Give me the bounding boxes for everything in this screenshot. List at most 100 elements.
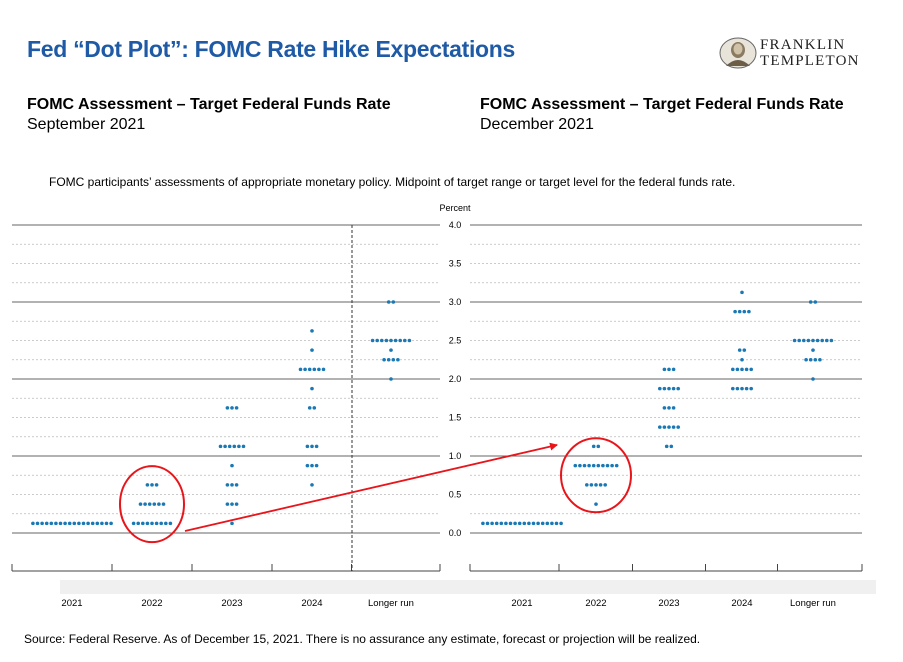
participant-dot: [67, 521, 72, 526]
participant-dot: [554, 521, 559, 526]
y-tick-label: 2.5: [449, 336, 462, 346]
participant-dot: [658, 386, 662, 391]
participant-dot: [731, 386, 735, 391]
participant-dot: [81, 521, 86, 526]
participant-dot: [792, 338, 797, 343]
franklin-templeton-logo: FRANKLIN TEMPLETON: [718, 36, 878, 70]
participant-dot: [230, 483, 234, 487]
participant-dot: [499, 521, 504, 526]
participant-dot: [591, 463, 596, 468]
participant-dot: [230, 502, 234, 506]
participant-dot: [147, 502, 152, 506]
participant-dot: [818, 357, 822, 362]
participant-dot: [168, 521, 173, 526]
participant-dot: [227, 444, 232, 449]
source-note: Source: Federal Reserve. As of December …: [24, 632, 701, 646]
participant-dot: [138, 502, 143, 506]
participant-dot: [731, 367, 735, 372]
portrait-icon: [719, 37, 757, 69]
y-tick-label: 0.0: [449, 528, 462, 538]
participant-dot: [234, 502, 239, 506]
participant-dot: [161, 502, 166, 506]
logo-line-1: FRANKLIN: [760, 37, 846, 53]
participant-dot: [150, 521, 154, 526]
participant-dot: [305, 463, 310, 468]
participant-dot: [136, 521, 140, 526]
participant-dot: [481, 521, 485, 526]
panel-heading-left: FOMC Assessment – Target Federal Funds R…: [27, 95, 391, 135]
participant-dot: [49, 521, 54, 526]
participant-dot: [384, 338, 389, 343]
participant-dot: [63, 521, 67, 526]
participant-dot: [811, 377, 815, 381]
participant-dot: [527, 521, 531, 526]
participant-dot: [594, 483, 598, 487]
panel-heading-right: FOMC Assessment – Target Federal Funds R…: [480, 95, 844, 135]
participant-dot: [737, 309, 742, 314]
y-tick-label: 0.5: [449, 490, 462, 500]
participant-dot: [802, 338, 806, 343]
participant-dot: [90, 521, 95, 526]
participant-dot: [35, 521, 40, 526]
y-axis-label: Percent: [439, 203, 471, 213]
participant-dot: [733, 309, 737, 314]
participant-dot: [72, 521, 77, 526]
participant-dot: [594, 502, 598, 506]
participant-dot: [598, 483, 603, 487]
participant-dot: [747, 309, 751, 314]
participant-dot: [522, 521, 527, 526]
participant-dot: [54, 521, 58, 526]
participant-dot: [386, 357, 391, 362]
x-tick-label: 2021: [511, 598, 532, 609]
participant-dot: [596, 463, 601, 468]
participant-dot: [225, 483, 230, 487]
panel-date: December 2021: [480, 116, 594, 133]
participant-dot: [531, 521, 536, 526]
participant-dot: [671, 406, 676, 410]
participant-dot: [232, 444, 237, 449]
participant-dot: [585, 483, 589, 487]
participant-dot: [307, 367, 312, 372]
participant-dot: [44, 521, 49, 526]
participant-dot: [223, 444, 227, 449]
participant-dot: [314, 444, 319, 449]
participant-dot: [314, 463, 319, 468]
participant-dot: [740, 357, 744, 362]
participant-dot: [813, 357, 818, 362]
participant-dot: [109, 521, 113, 526]
participant-dot: [664, 444, 669, 449]
participant-dot: [370, 338, 375, 343]
participant-dot: [154, 521, 159, 526]
highlight-circle-dec-2022: [560, 437, 632, 514]
participant-dot: [159, 521, 163, 526]
participant-dot: [667, 406, 671, 410]
participant-dot: [536, 521, 540, 526]
participant-dot: [386, 300, 391, 304]
participant-dot: [667, 386, 671, 391]
participant-dot: [234, 406, 239, 410]
y-tick-label: 1.0: [449, 451, 462, 461]
participant-dot: [662, 386, 667, 391]
participant-dot: [587, 463, 591, 468]
participant-dot: [820, 338, 824, 343]
participant-dot: [740, 290, 744, 295]
participant-dot: [540, 521, 545, 526]
participant-dot: [310, 444, 314, 449]
participant-dot: [485, 521, 490, 526]
participant-dot: [312, 406, 317, 410]
highlight-circle-sep-2022: [119, 465, 185, 544]
participant-dot: [398, 338, 403, 343]
participant-dot: [545, 521, 550, 526]
y-tick-label: 3.5: [449, 259, 462, 269]
participant-dot: [813, 300, 818, 304]
participant-dot: [667, 425, 671, 429]
participant-dot: [676, 425, 680, 429]
y-tick-label: 1.5: [449, 413, 462, 423]
participant-dot: [490, 521, 494, 526]
axis-band: [60, 580, 876, 594]
participant-dot: [603, 483, 607, 487]
participant-dot: [310, 463, 314, 468]
participant-dot: [152, 502, 157, 506]
participant-dot: [312, 367, 317, 372]
participant-dot: [513, 521, 517, 526]
